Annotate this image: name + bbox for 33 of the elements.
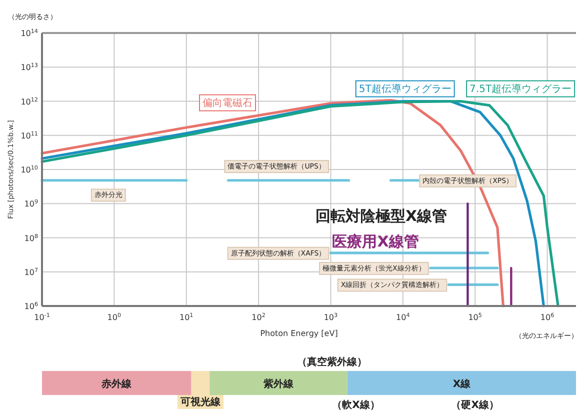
bar (42, 371, 192, 395)
x-tick-label: 10$^{6}$ (540, 312, 555, 322)
annotation: （軟X線） (332, 399, 380, 411)
series-label: X線 (452, 378, 472, 390)
annotation: （硬X線） (451, 399, 499, 411)
x-axis-title: Photon Energy [eV] (260, 329, 338, 338)
y-tick-label: 10$^{11}$ (20, 130, 38, 140)
bar (191, 371, 210, 395)
series-label: 紫外線 (262, 378, 294, 390)
y-tick-label: 10$^{14}$ (20, 28, 38, 38)
x-tick-label: 10$^{-1}$ (34, 312, 50, 322)
x-tick-label: 10$^{4}$ (396, 312, 410, 322)
y-tick-label: 10$^{6}$ (24, 301, 38, 311)
series-label: 5T超伝導ウィグラー (358, 82, 452, 95)
x-tick-label: 10$^{3}$ (324, 312, 338, 322)
series-label: 偏向電磁石 (202, 96, 253, 109)
series-label: 赤外線 (100, 378, 133, 390)
y-tick-label: 10$^{8}$ (24, 232, 38, 243)
series-label: 回転対陰極型X線管 (315, 206, 448, 225)
text: 医療用X線管 (332, 232, 419, 250)
y-tick-label: 10$^{9}$ (24, 198, 38, 209)
x-tick-label: 10$^{1}$ (179, 312, 194, 322)
series-label: 7.5T超伝導ウィグラー (470, 82, 572, 95)
bar (210, 371, 348, 395)
y-tick-label: 10$^{7}$ (24, 266, 38, 277)
x-tick-label: 10$^{0}$ (107, 312, 122, 322)
annotation: （真空紫外線） (297, 356, 368, 368)
y-tick-label: 10$^{10}$ (20, 164, 38, 174)
y-tick-label: 10$^{12}$ (20, 96, 38, 106)
x-tick-label: 10$^{2}$ (252, 312, 266, 322)
bar (347, 371, 576, 395)
x-tick-label: 10$^{5}$ (468, 312, 482, 322)
y-tick-label: 10$^{13}$ (20, 62, 38, 72)
